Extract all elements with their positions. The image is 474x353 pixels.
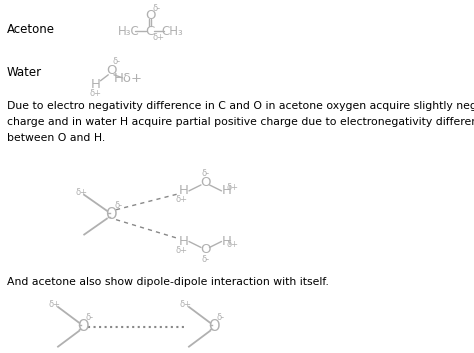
- Text: Hδ+: Hδ+: [114, 72, 143, 85]
- Text: H₃C: H₃C: [118, 25, 140, 38]
- Text: δ+: δ+: [48, 300, 61, 310]
- Text: δ-: δ-: [153, 4, 161, 13]
- Text: C: C: [146, 25, 155, 38]
- Text: δ-: δ-: [202, 168, 210, 178]
- Text: O: O: [145, 9, 155, 22]
- Text: H: H: [91, 78, 100, 91]
- Text: O: O: [200, 243, 210, 256]
- Text: H: H: [179, 235, 189, 248]
- Text: δ+: δ+: [226, 240, 238, 249]
- Text: δ-: δ-: [86, 313, 94, 322]
- Text: O: O: [106, 64, 116, 77]
- Text: O: O: [200, 176, 210, 190]
- Text: δ+: δ+: [176, 195, 188, 204]
- Text: H: H: [221, 184, 231, 197]
- Text: O: O: [208, 319, 219, 334]
- Text: δ+: δ+: [180, 300, 191, 310]
- Text: δ-: δ-: [112, 58, 121, 66]
- Text: O: O: [77, 319, 89, 334]
- Text: CH₃: CH₃: [162, 25, 183, 38]
- Text: Due to electro negativity difference in C and O in acetone oxygen acquire slight: Due to electro negativity difference in …: [7, 101, 474, 143]
- Text: O: O: [105, 207, 117, 222]
- Text: δ-: δ-: [115, 201, 123, 210]
- Text: H: H: [179, 184, 189, 197]
- Text: δ+: δ+: [90, 89, 101, 98]
- Text: Acetone: Acetone: [7, 23, 55, 36]
- Text: δ+: δ+: [226, 184, 238, 192]
- Text: Water: Water: [7, 66, 42, 79]
- Text: And acetone also show dipole-dipole interaction with itself.: And acetone also show dipole-dipole inte…: [7, 277, 329, 287]
- Text: δ-: δ-: [202, 255, 210, 264]
- Text: δ-: δ-: [217, 313, 225, 322]
- Text: δ+: δ+: [176, 246, 188, 255]
- Text: δ+: δ+: [153, 32, 165, 42]
- Text: δ+: δ+: [75, 189, 87, 197]
- Text: H: H: [221, 235, 231, 248]
